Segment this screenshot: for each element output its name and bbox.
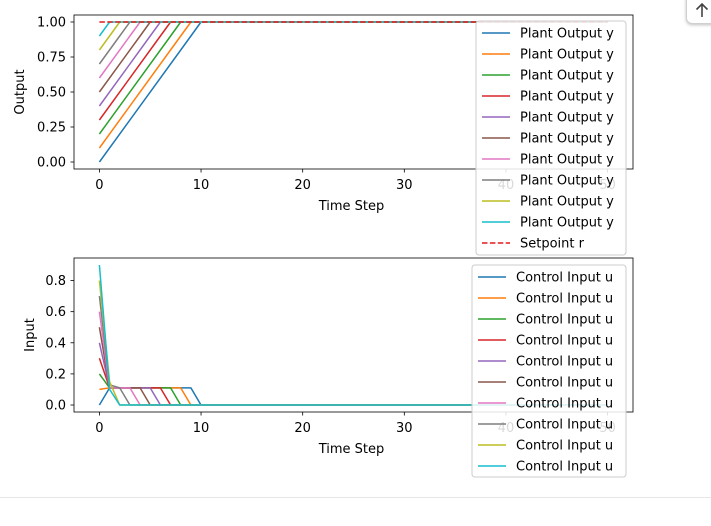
x-tick-label: 0 bbox=[95, 421, 103, 436]
legend-label: Control Input u bbox=[516, 439, 613, 454]
bottom-divider bbox=[0, 497, 711, 498]
y-tick-label: 0.75 bbox=[37, 51, 66, 66]
arrow-up-icon bbox=[695, 2, 709, 17]
y-tick-label: 1.00 bbox=[37, 16, 66, 31]
legend-label: Plant Output y bbox=[520, 174, 614, 189]
legend-label: Plant Output y bbox=[520, 195, 614, 210]
legend-label: Control Input u bbox=[516, 460, 613, 475]
y-tick-label: 0.50 bbox=[37, 86, 66, 101]
y-tick-label: 0.25 bbox=[37, 121, 66, 136]
y-tick-label: 0.4 bbox=[45, 336, 66, 351]
legend-label: Plant Output y bbox=[520, 27, 614, 42]
legend: Control Input u Control Input u Control In… bbox=[471, 264, 627, 478]
legend-label: Plant Output y bbox=[520, 216, 614, 231]
legend-box bbox=[475, 20, 627, 256]
y-axis-label: Input bbox=[23, 318, 38, 352]
x-tick-label: 10 bbox=[193, 178, 210, 193]
axes-frame bbox=[73, 257, 634, 413]
legend-label: Plant Output y bbox=[520, 111, 614, 126]
x-axis-label: Time Step bbox=[318, 442, 385, 457]
legend-label: Plant Output y bbox=[520, 90, 614, 105]
series-line-10 bbox=[98, 264, 608, 406]
y-tick-label: 0.00 bbox=[37, 156, 66, 171]
legend-label: Plant Output y bbox=[520, 132, 614, 147]
x-tick-label: 30 bbox=[396, 421, 413, 436]
x-tick-label: 30 bbox=[396, 178, 413, 193]
y-tick-label: 0.2 bbox=[45, 367, 66, 382]
legend: Plant Output y Plant Output y Plant Output… bbox=[475, 20, 627, 256]
x-tick-label: 20 bbox=[294, 178, 311, 193]
x-tick-label: 20 bbox=[294, 421, 311, 436]
legend-box bbox=[471, 264, 627, 478]
legend-label: Control Input u bbox=[516, 271, 613, 286]
legend-label: Control Input u bbox=[516, 313, 613, 328]
y-tick-label: 0.6 bbox=[45, 305, 66, 320]
scroll-to-top-button[interactable] bbox=[686, 0, 711, 24]
x-axis-label: Time Step bbox=[318, 199, 385, 214]
x-tick-label: 0 bbox=[95, 178, 103, 193]
legend-label: Plant Output y bbox=[520, 153, 614, 168]
legend-label: Control Input u bbox=[516, 334, 613, 349]
legend-label: Control Input u bbox=[516, 376, 613, 391]
legend-label: Control Input u bbox=[516, 355, 613, 370]
legend-label: Plant Output y bbox=[520, 69, 614, 84]
legend-label: Control Input u bbox=[516, 397, 613, 412]
legend-label: Plant Output y bbox=[520, 48, 614, 63]
y-tick-label: 0.0 bbox=[45, 399, 66, 414]
y-axis-label: Output bbox=[13, 69, 28, 114]
legend-label: Control Input u bbox=[516, 292, 613, 307]
legend-label: Setpoint r bbox=[520, 237, 585, 252]
x-tick-label: 10 bbox=[193, 421, 210, 436]
legend-label: Control Input u bbox=[516, 418, 613, 433]
y-tick-label: 0.8 bbox=[45, 274, 66, 289]
